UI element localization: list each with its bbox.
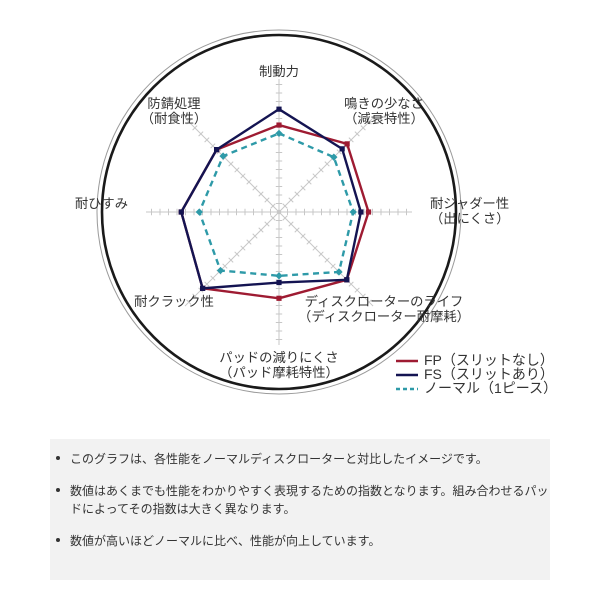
svg-text:耐ジャダー性: 耐ジャダー性 xyxy=(430,196,509,211)
svg-text:ディスクローターのライフ: ディスクローターのライフ xyxy=(305,293,464,309)
svg-text:鳴きの少なさ: 鳴きの少なさ xyxy=(344,96,424,111)
svg-text:耐ひすみ: 耐ひすみ xyxy=(75,196,128,211)
svg-text:ノーマル（1ピース）: ノーマル（1ピース） xyxy=(424,380,557,396)
svg-text:（ディスクローター耐摩耗）: （ディスクローター耐摩耗） xyxy=(298,308,470,324)
svg-text:（耐食性）: （耐食性） xyxy=(141,111,207,126)
svg-text:（出にくさ）: （出にくさ） xyxy=(430,211,510,226)
svg-text:パッドの減りにくさ: パッドの減りにくさ xyxy=(219,349,338,365)
svg-text:耐クラック性: 耐クラック性 xyxy=(134,294,214,309)
svg-text:（減衰特性）: （減衰特性） xyxy=(344,110,424,126)
svg-text:制動力: 制動力 xyxy=(259,64,299,79)
svg-text:防錆処理: 防錆処理 xyxy=(147,96,200,111)
svg-text:（パッド摩耗特性）: （パッド摩耗特性） xyxy=(219,365,339,380)
